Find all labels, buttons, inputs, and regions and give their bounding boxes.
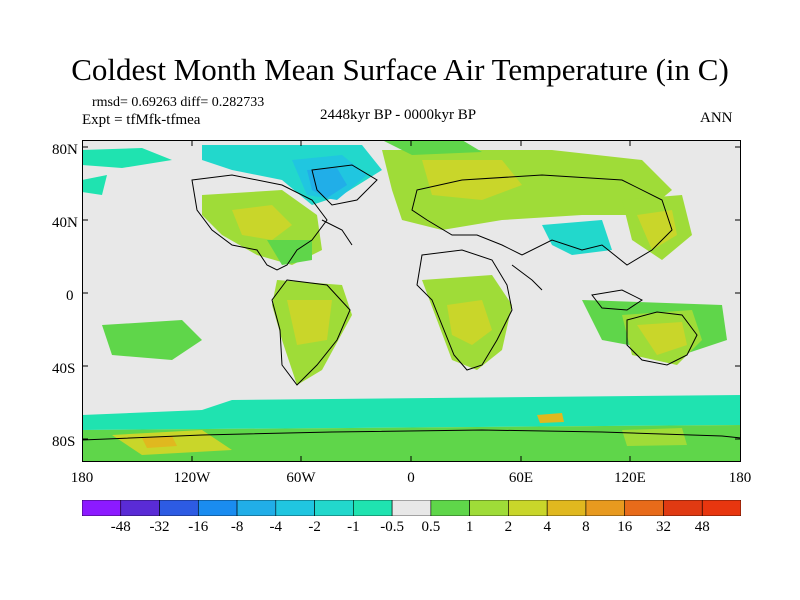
lon-label-180w: 180 bbox=[70, 470, 94, 486]
colorbar-label: 48 bbox=[694, 519, 710, 535]
lon-label-0: 0 bbox=[407, 470, 415, 486]
coastlines bbox=[82, 164, 741, 441]
colorbar-swatch bbox=[508, 500, 548, 516]
colorbar-swatch bbox=[663, 500, 703, 516]
lat-label-40n: 40N bbox=[52, 215, 78, 231]
lat-label-80n: 80N bbox=[52, 142, 78, 158]
colorbar-label: -2 bbox=[308, 519, 321, 535]
colorbar-swatch bbox=[120, 500, 160, 516]
lat-label-80s: 80S bbox=[52, 434, 76, 450]
colorbar-label: 2 bbox=[504, 519, 513, 535]
colorbar-swatch bbox=[82, 500, 122, 516]
lon-label-60e: 60E bbox=[508, 470, 534, 486]
lat-label-40s: 40S bbox=[52, 361, 76, 377]
colorbar-swatch bbox=[469, 500, 509, 516]
plot-title: Coldest Month Mean Surface Air Temperatu… bbox=[71, 52, 729, 87]
lat-label-0: 0 bbox=[66, 288, 74, 304]
colorbar-swatch bbox=[197, 500, 238, 516]
colorbar-label: -48 bbox=[110, 519, 131, 535]
map-ticks bbox=[82, 140, 741, 462]
colorbar-label: -16 bbox=[188, 519, 209, 535]
colorbar-label: -32 bbox=[149, 519, 170, 535]
anomaly-fields bbox=[82, 140, 741, 462]
colorbar-label: -1 bbox=[347, 519, 360, 535]
colorbar-swatch bbox=[391, 500, 432, 516]
colorbar-swatch bbox=[236, 500, 277, 516]
period-label: 2448kyr BP - 0000kyr BP bbox=[320, 107, 477, 123]
colorbar-label: -0.5 bbox=[380, 519, 404, 535]
colorbar-swatch bbox=[353, 500, 393, 516]
colorbar-label: 16 bbox=[617, 519, 633, 535]
colorbar-label: -4 bbox=[269, 519, 283, 535]
lon-label-60w: 60W bbox=[286, 470, 316, 486]
lon-label-120w: 120W bbox=[173, 470, 211, 486]
colorbar-label: -8 bbox=[230, 519, 244, 535]
colorbar-label: 4 bbox=[543, 519, 551, 535]
colorbar-label: 1 bbox=[465, 519, 474, 535]
colorbar-swatch bbox=[546, 500, 587, 516]
rmsd-stat: rmsd= 0.69263 diff= 0.282733 bbox=[92, 95, 265, 110]
lon-label-120e: 120E bbox=[614, 470, 646, 486]
colorbar bbox=[82, 500, 741, 516]
experiment-label: Expt = tfMfk-tfmea bbox=[82, 112, 201, 128]
lon-label-180e: 180 bbox=[728, 470, 752, 486]
season-label: ANN bbox=[700, 110, 733, 126]
colorbar-label: 0.5 bbox=[421, 519, 441, 535]
colorbar-swatch bbox=[585, 500, 626, 516]
colorbar-swatch bbox=[701, 500, 741, 516]
colorbar-swatch bbox=[430, 500, 470, 516]
colorbar-label: 32 bbox=[656, 519, 671, 535]
temperature-map bbox=[82, 140, 741, 462]
colorbar-label: 8 bbox=[582, 519, 590, 535]
colorbar-swatch bbox=[159, 500, 199, 516]
colorbar-swatch bbox=[624, 500, 664, 516]
colorbar-swatch bbox=[314, 500, 354, 516]
colorbar-swatch bbox=[275, 500, 315, 516]
